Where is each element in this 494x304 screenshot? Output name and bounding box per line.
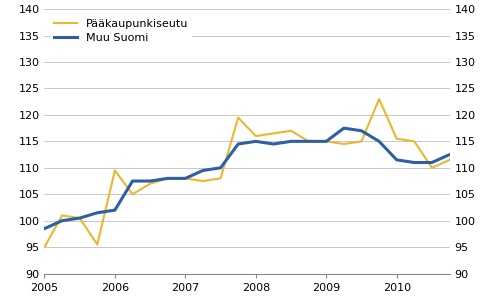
Pääkaupunkiseutu [112, 169, 118, 172]
Pääkaupunkiseutu [77, 216, 82, 220]
Pääkaupunkiseutu [323, 140, 329, 143]
Muu Suomi [464, 150, 470, 154]
Muu Suomi [482, 150, 488, 154]
Muu Suomi [77, 216, 82, 220]
Muu Suomi [218, 166, 224, 170]
Line: Muu Suomi: Muu Suomi [44, 96, 494, 229]
Pääkaupunkiseutu [482, 174, 488, 178]
Pääkaupunkiseutu [165, 177, 171, 180]
Pääkaupunkiseutu [94, 243, 100, 246]
Muu Suomi [447, 153, 453, 157]
Muu Suomi [429, 161, 435, 164]
Muu Suomi [147, 179, 153, 183]
Line: Pääkaupunkiseutu: Pääkaupunkiseutu [44, 62, 494, 247]
Muu Suomi [306, 140, 312, 143]
Muu Suomi [182, 177, 188, 180]
Pääkaupunkiseutu [41, 245, 47, 249]
Pääkaupunkiseutu [147, 182, 153, 185]
Muu Suomi [270, 142, 276, 146]
Pääkaupunkiseutu [394, 137, 400, 140]
Muu Suomi [59, 219, 65, 223]
Muu Suomi [253, 140, 259, 143]
Muu Suomi [235, 142, 241, 146]
Pääkaupunkiseutu [129, 192, 135, 196]
Pääkaupunkiseutu [412, 140, 417, 143]
Muu Suomi [41, 227, 47, 230]
Muu Suomi [394, 158, 400, 162]
Pääkaupunkiseutu [59, 214, 65, 217]
Muu Suomi [412, 161, 417, 164]
Pääkaupunkiseutu [306, 140, 312, 143]
Pääkaupunkiseutu [270, 132, 276, 135]
Pääkaupunkiseutu [253, 134, 259, 138]
Muu Suomi [200, 169, 206, 172]
Muu Suomi [359, 129, 365, 133]
Pääkaupunkiseutu [376, 97, 382, 101]
Pääkaupunkiseutu [182, 177, 188, 180]
Muu Suomi [94, 211, 100, 215]
Muu Suomi [323, 140, 329, 143]
Pääkaupunkiseutu [218, 177, 224, 180]
Legend: Pääkaupunkiseutu, Muu Suomi: Pääkaupunkiseutu, Muu Suomi [50, 15, 192, 47]
Pääkaupunkiseutu [429, 166, 435, 170]
Pääkaupunkiseutu [288, 129, 294, 133]
Pääkaupunkiseutu [235, 116, 241, 119]
Pääkaupunkiseutu [447, 158, 453, 162]
Muu Suomi [112, 208, 118, 212]
Pääkaupunkiseutu [464, 124, 470, 127]
Muu Suomi [129, 179, 135, 183]
Pääkaupunkiseutu [200, 179, 206, 183]
Muu Suomi [288, 140, 294, 143]
Pääkaupunkiseutu [359, 140, 365, 143]
Muu Suomi [341, 126, 347, 130]
Muu Suomi [376, 140, 382, 143]
Muu Suomi [165, 177, 171, 180]
Pääkaupunkiseutu [341, 142, 347, 146]
